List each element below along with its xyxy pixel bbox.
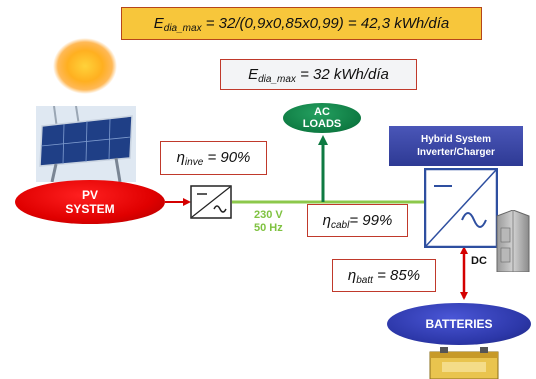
battery-icon xyxy=(429,347,499,379)
pv-system-node: PV SYSTEM xyxy=(15,180,165,224)
formula-energy-daily: Edia_max = 32 kWh/día xyxy=(220,59,417,90)
pv-system-label-line1: PV xyxy=(81,188,98,202)
cabinet-icon xyxy=(496,210,530,272)
dc-label: DC xyxy=(471,255,487,267)
hybrid-title-line2: Inverter/Charger xyxy=(417,147,495,158)
hybrid-title-line1: Hybrid System xyxy=(420,134,492,145)
formula-energy-max: Edia_max = 32/(0,9x0,85x0,99) = 42,3 kWh… xyxy=(121,7,482,40)
ac-loads-label-line2: LOADS xyxy=(302,118,342,130)
solar-panel-icon xyxy=(36,106,136,182)
sun-icon xyxy=(53,38,117,94)
hybrid-inverter-icon xyxy=(424,168,498,248)
hybrid-system-title: Hybrid System Inverter/Charger xyxy=(389,126,523,166)
inverter-symbol-icon xyxy=(190,185,232,219)
voltage-label: 230 V xyxy=(254,209,283,221)
eta-inverter-box: ηinve = 90% xyxy=(160,141,267,175)
batteries-node: BATTERIES xyxy=(387,303,531,345)
voltage-frequency-label: 230 V 50 Hz xyxy=(254,209,283,235)
ac-loads-node: AC LOADS xyxy=(283,103,361,133)
eta-cable-box: ηcabl= 99% xyxy=(307,204,408,237)
frequency-label: 50 Hz xyxy=(254,222,283,234)
eta-battery-box: ηbatt = 85% xyxy=(332,259,436,292)
ac-loads-label-line1: AC xyxy=(314,106,330,118)
pv-system-label-line2: SYSTEM xyxy=(65,202,115,216)
